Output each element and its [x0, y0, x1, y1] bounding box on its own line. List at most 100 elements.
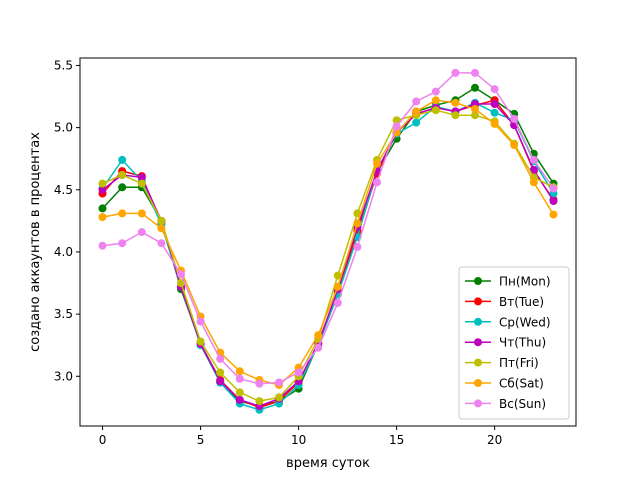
data-point	[431, 96, 440, 105]
legend-item: Чт(Thu)	[465, 336, 546, 350]
legend-marker	[474, 297, 482, 306]
data-point	[255, 379, 264, 388]
data-point	[137, 209, 146, 218]
data-point	[177, 270, 185, 279]
y-axis-label: создано аккаунтов в процентах	[28, 132, 43, 352]
data-point	[216, 354, 225, 363]
data-point	[490, 85, 499, 94]
data-point	[118, 239, 127, 248]
data-point	[314, 343, 323, 352]
x-tick-label: 20	[487, 433, 502, 447]
data-point	[235, 388, 244, 397]
data-point	[235, 374, 244, 383]
data-point	[137, 228, 146, 237]
data-point	[471, 111, 479, 120]
legend-box	[458, 266, 570, 420]
y-tick-label: 5.5	[54, 58, 73, 72]
data-point	[412, 107, 421, 116]
data-point	[333, 298, 342, 307]
data-point	[314, 331, 323, 340]
data-point	[98, 179, 107, 188]
data-point	[510, 114, 519, 123]
y-tick-label: 3.5	[54, 307, 73, 321]
data-point	[118, 209, 127, 218]
data-point	[490, 119, 499, 128]
data-point	[353, 219, 362, 228]
x-tick-label: 10	[291, 433, 306, 447]
data-point	[412, 97, 421, 106]
y-tick-label: 5.0	[54, 121, 73, 135]
x-axis-label: время суток	[286, 456, 370, 471]
x-tick-label: 0	[99, 433, 107, 447]
legend-item: Сб(Sat)	[465, 377, 544, 391]
axes-frame	[79, 57, 577, 427]
legend-label: Пн(Mon)	[499, 275, 551, 289]
legend-label: Ср(Wed)	[499, 315, 551, 329]
legend-label: Вс(Sun)	[499, 397, 546, 411]
data-point	[471, 83, 479, 92]
legend-marker	[474, 379, 482, 387]
y-tick-label: 3.0	[54, 369, 73, 383]
legend-item: Пн(Mon)	[465, 275, 551, 289]
legend-label: Сб(Sat)	[499, 377, 544, 391]
data-point	[216, 368, 225, 377]
series-line	[102, 72, 555, 385]
data-point	[431, 87, 440, 96]
data-point	[137, 179, 146, 188]
data-point	[137, 173, 146, 182]
x-tick-label: 15	[389, 433, 404, 447]
data-point	[118, 183, 127, 192]
legend-marker	[474, 338, 482, 347]
data-point	[549, 197, 558, 205]
data-point	[471, 105, 479, 113]
data-point	[373, 178, 381, 187]
data-point	[490, 100, 499, 108]
y-tick-label: 4.5	[54, 183, 73, 197]
legend-label: Вт(Tue)	[499, 295, 544, 309]
data-point	[275, 393, 283, 402]
data-point	[275, 378, 283, 387]
data-point	[392, 116, 401, 125]
data-point	[216, 377, 225, 386]
data-point	[373, 159, 381, 168]
data-point	[98, 241, 107, 250]
data-point	[98, 213, 107, 222]
legend-marker	[474, 358, 482, 367]
data-point	[529, 165, 538, 174]
y-tick-label: 4.0	[54, 245, 73, 259]
data-point	[471, 68, 479, 77]
legend-item: Вт(Tue)	[465, 295, 544, 309]
data-point	[294, 368, 303, 377]
data-point	[451, 68, 460, 77]
legend-marker	[474, 277, 482, 285]
data-point	[529, 155, 538, 164]
series-6	[98, 68, 558, 388]
data-point	[333, 282, 342, 291]
data-point	[98, 185, 107, 194]
data-point	[451, 111, 460, 120]
data-point	[412, 118, 421, 127]
data-point	[157, 224, 166, 233]
legend-marker	[474, 399, 482, 408]
data-point	[118, 170, 127, 179]
data-point	[235, 395, 244, 404]
data-point	[157, 239, 166, 248]
legend-item: Ср(Wed)	[465, 315, 551, 329]
data-point	[118, 155, 127, 164]
data-point	[333, 271, 342, 280]
legend-label: Чт(Thu)	[499, 336, 546, 350]
data-point	[196, 337, 205, 346]
data-point	[451, 98, 460, 107]
data-point	[196, 317, 205, 326]
legend-item: Пт(Fri)	[465, 356, 539, 370]
data-point	[510, 141, 519, 149]
legend-label: Пт(Fri)	[499, 356, 539, 370]
legend-marker	[474, 317, 482, 326]
data-point	[392, 122, 401, 131]
data-point	[490, 108, 499, 117]
data-point	[98, 204, 107, 213]
data-point	[431, 106, 440, 115]
x-tick-label: 5	[197, 433, 205, 447]
